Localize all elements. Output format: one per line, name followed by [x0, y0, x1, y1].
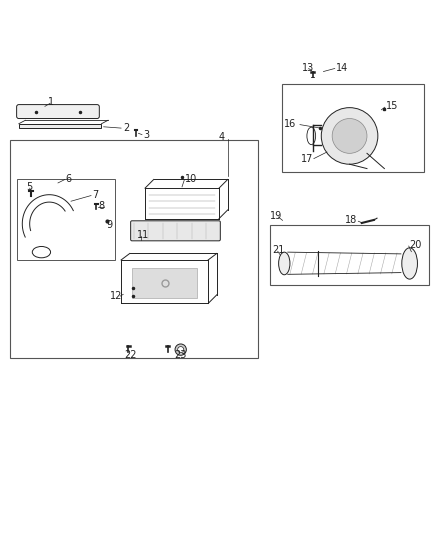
Text: 20: 20	[410, 240, 422, 250]
Text: 14: 14	[336, 62, 348, 72]
Circle shape	[178, 346, 184, 353]
Text: 21: 21	[272, 245, 284, 255]
Ellipse shape	[402, 248, 417, 279]
FancyBboxPatch shape	[131, 221, 220, 241]
Text: 10: 10	[185, 174, 197, 184]
Text: 19: 19	[270, 211, 283, 221]
Bar	[17, 180, 115, 260]
Text: 23: 23	[175, 350, 187, 360]
Bar	[270, 225, 429, 285]
Bar	[282, 84, 424, 172]
Text: 2: 2	[123, 123, 130, 133]
Ellipse shape	[279, 252, 290, 275]
Text: 8: 8	[99, 200, 105, 211]
Text: 1: 1	[48, 97, 54, 107]
Text: 15: 15	[386, 101, 398, 111]
Circle shape	[321, 108, 378, 164]
Text: 6: 6	[66, 174, 72, 183]
Text: 18: 18	[345, 215, 357, 225]
Text: 9: 9	[107, 220, 113, 230]
Bar	[10, 140, 258, 358]
Text: 3: 3	[143, 130, 149, 140]
Text: 17: 17	[301, 155, 313, 165]
Circle shape	[332, 118, 367, 154]
Text: 13: 13	[302, 62, 314, 72]
Text: 4: 4	[219, 132, 225, 142]
Text: 11: 11	[137, 230, 149, 240]
Polygon shape	[19, 124, 102, 128]
Text: 12: 12	[110, 291, 123, 301]
FancyBboxPatch shape	[17, 104, 99, 118]
Circle shape	[175, 344, 186, 356]
Bar	[132, 268, 197, 298]
Text: 22: 22	[124, 350, 137, 360]
Text: 5: 5	[26, 182, 32, 192]
Text: 16: 16	[284, 119, 297, 129]
Text: 7: 7	[92, 190, 98, 200]
